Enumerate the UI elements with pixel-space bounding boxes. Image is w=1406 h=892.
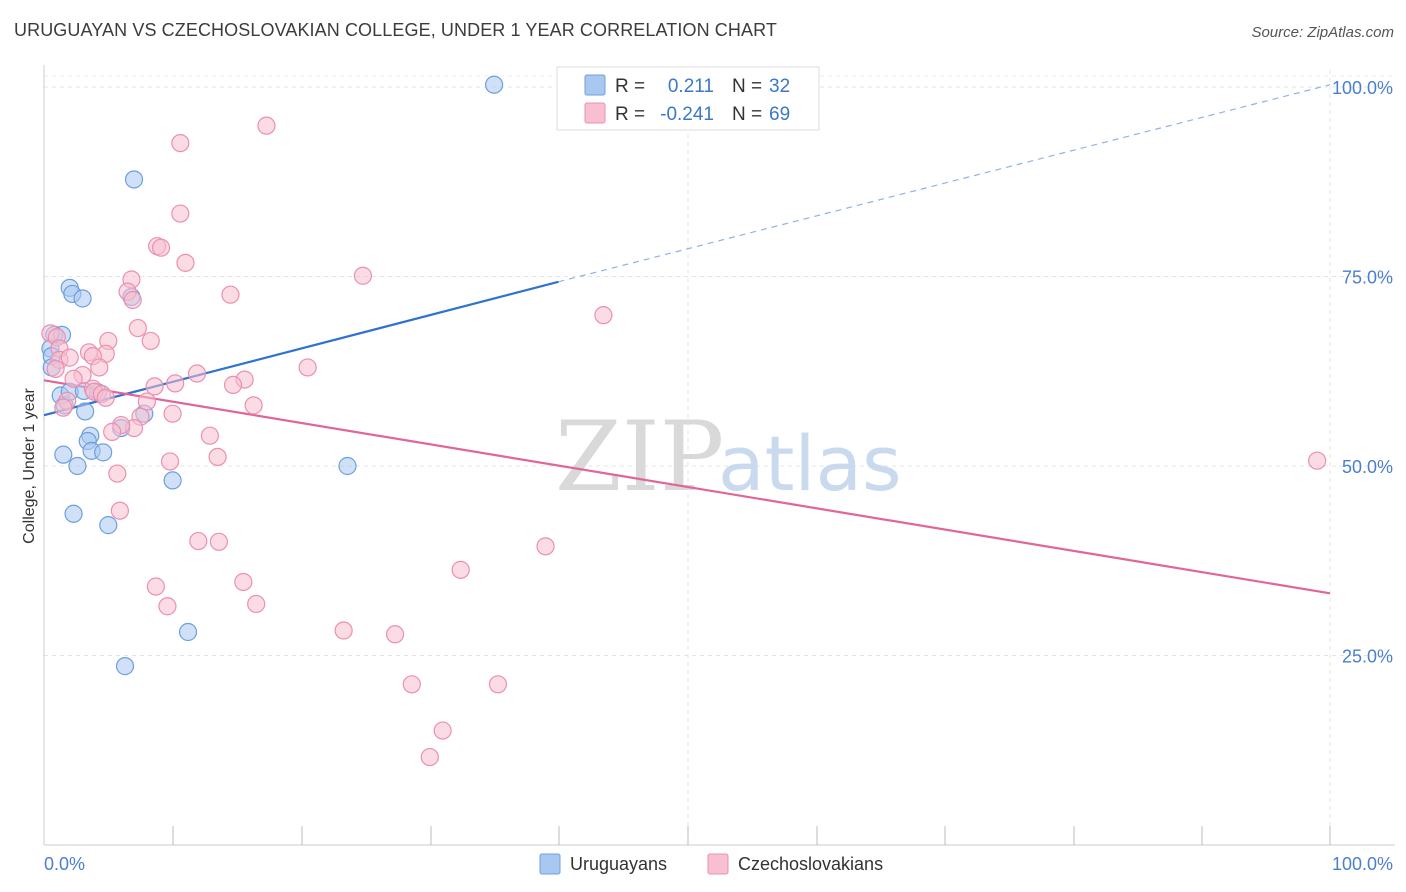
data-point xyxy=(145,377,164,396)
series-legend: Uruguayans Czechoslovakians xyxy=(539,853,883,875)
data-point xyxy=(200,426,219,445)
data-point xyxy=(124,170,144,189)
series-uruguayans xyxy=(41,75,504,676)
legend-r-value: 0.211 xyxy=(668,76,714,97)
data-point xyxy=(54,398,73,417)
data-points xyxy=(41,75,1327,767)
data-point xyxy=(488,675,508,694)
chart-title: URUGUAYAN VS CZECHOSLOVAKIAN COLLEGE, UN… xyxy=(14,20,777,40)
y-tick-labels: 25.0% 50.0% 75.0% 100.0% xyxy=(1332,78,1393,667)
data-point xyxy=(433,721,452,740)
data-point xyxy=(176,253,195,272)
data-point xyxy=(171,204,190,223)
x-tick-label: 100.0% xyxy=(1332,854,1393,874)
legend-swatch-czechoslovakians xyxy=(707,853,729,875)
data-point xyxy=(90,358,109,377)
watermark: ZIP atlas xyxy=(555,401,902,513)
legend-n-label: N = xyxy=(732,76,762,97)
legend-label-czechoslovakians: Czechoslovakians xyxy=(738,854,883,874)
data-point xyxy=(123,290,142,310)
data-point xyxy=(166,374,185,393)
y-tick-label: 75.0% xyxy=(1342,268,1393,288)
data-point xyxy=(338,456,357,476)
trend-line-uruguayans xyxy=(43,280,559,417)
legend-r-label: R = xyxy=(615,104,645,125)
data-point xyxy=(1308,451,1327,470)
data-point xyxy=(163,471,182,490)
data-point xyxy=(60,348,79,367)
trend-lines xyxy=(43,84,1331,595)
series-czechoslovakians xyxy=(41,116,1327,767)
data-point xyxy=(76,402,95,421)
data-point xyxy=(160,452,180,471)
data-point xyxy=(209,532,228,551)
source-credit: Source: ZipAtlas.com xyxy=(1251,24,1394,41)
data-point xyxy=(189,531,208,551)
data-point xyxy=(234,572,253,592)
data-point xyxy=(99,516,118,535)
data-point xyxy=(420,747,439,767)
data-point xyxy=(110,501,129,520)
trend-line-czechoslovakians xyxy=(43,379,1331,595)
axes xyxy=(43,65,1395,846)
legend-n-value: 32 xyxy=(769,76,790,97)
watermark-atlas: atlas xyxy=(718,419,902,508)
x-tick-label: 0.0% xyxy=(44,854,85,874)
data-point xyxy=(137,392,156,411)
y-tick-label: 25.0% xyxy=(1342,647,1393,667)
data-point xyxy=(151,238,171,257)
data-point xyxy=(158,597,177,616)
data-point xyxy=(594,306,613,325)
legend-r-value: -0.241 xyxy=(660,104,714,125)
y-tick-label: 50.0% xyxy=(1342,457,1393,477)
data-point xyxy=(163,404,182,423)
legend-n-value: 69 xyxy=(769,104,790,125)
data-point xyxy=(221,285,240,304)
data-point xyxy=(94,443,113,462)
legend-swatch-uruguayans xyxy=(584,74,606,96)
data-point xyxy=(247,594,266,614)
data-point xyxy=(73,289,92,308)
data-point xyxy=(46,359,65,379)
data-point xyxy=(68,456,87,476)
data-point xyxy=(536,537,555,556)
data-point xyxy=(171,133,190,153)
data-point xyxy=(385,625,405,644)
data-point xyxy=(298,358,317,377)
data-point xyxy=(103,422,122,441)
y-axis-label: College, Under 1 year xyxy=(21,388,38,544)
legend-n-label: N = xyxy=(732,104,762,125)
data-point xyxy=(178,622,198,642)
data-point xyxy=(208,447,227,467)
data-point xyxy=(334,621,353,640)
data-point xyxy=(402,675,421,694)
data-point xyxy=(96,388,115,407)
data-point xyxy=(128,318,147,338)
data-point xyxy=(244,396,263,415)
x-tick-labels: 0.0% 100.0% xyxy=(44,854,1393,874)
data-point xyxy=(108,464,127,483)
legend-r-label: R = xyxy=(615,76,645,97)
data-point xyxy=(187,364,207,383)
legend-label-uruguayans: Uruguayans xyxy=(570,854,667,874)
data-point xyxy=(54,445,73,464)
stats-legend: R = 0.211 N = 32 R = -0.241 N = 69 xyxy=(556,66,820,131)
y-tick-label: 100.0% xyxy=(1332,78,1393,98)
watermark-zip: ZIP xyxy=(555,401,724,513)
data-point xyxy=(64,369,83,388)
data-point xyxy=(485,75,504,94)
data-point xyxy=(115,657,135,676)
legend-swatch-uruguayans xyxy=(539,853,561,875)
legend-swatch-czechoslovakians xyxy=(584,102,606,124)
trend-line-extension xyxy=(558,84,1331,283)
data-point xyxy=(223,375,243,394)
data-point xyxy=(257,116,276,135)
data-point xyxy=(353,266,373,285)
data-point xyxy=(141,331,160,351)
data-point xyxy=(64,504,83,523)
data-point xyxy=(146,577,165,596)
data-point xyxy=(451,560,470,579)
